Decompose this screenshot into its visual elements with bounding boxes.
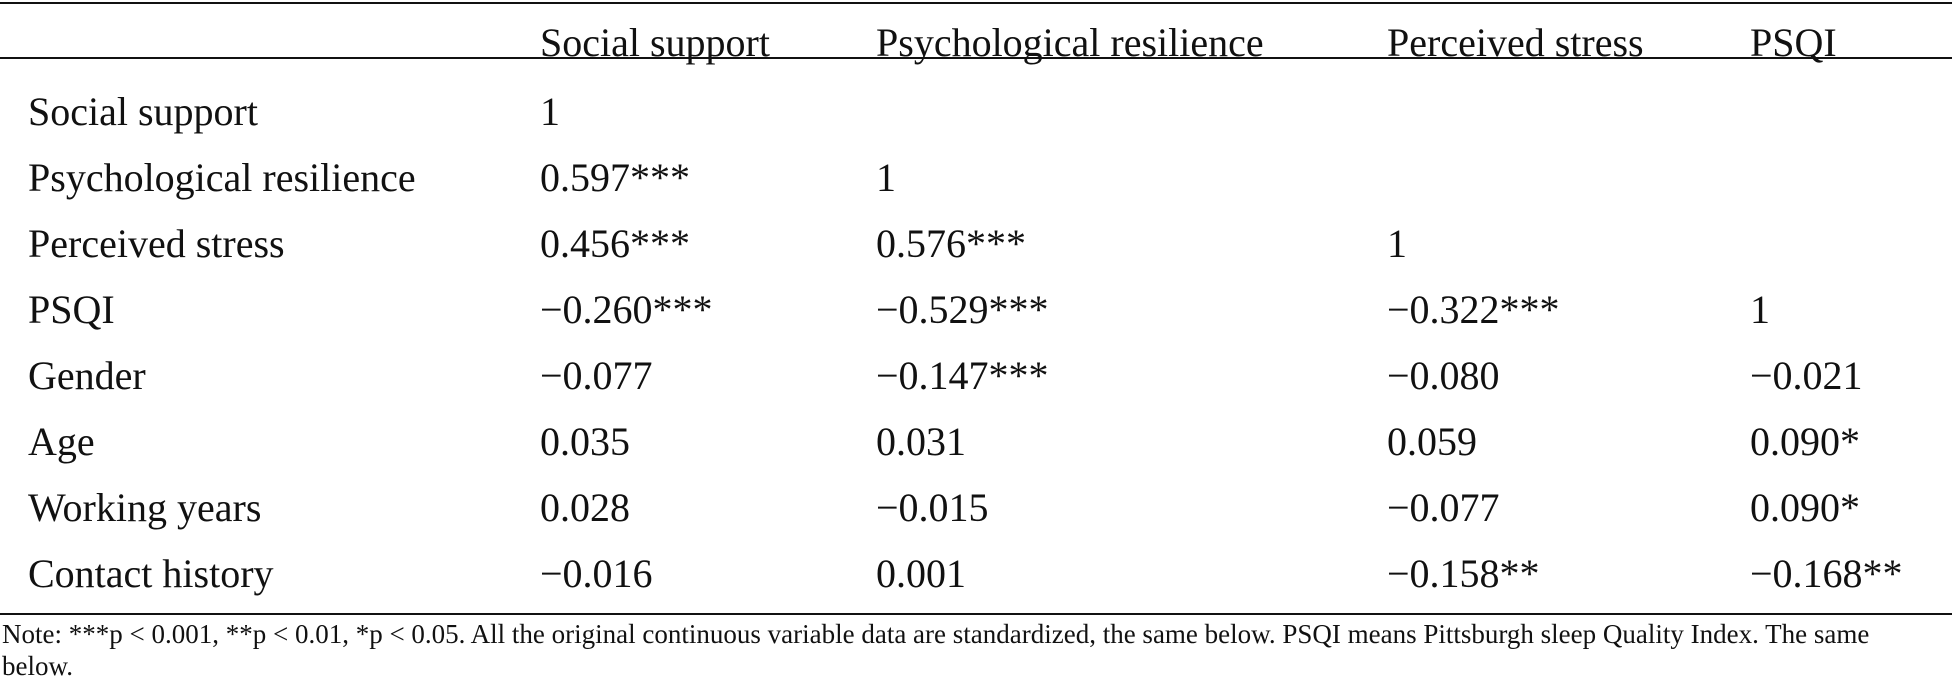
table-cell: −0.260*** xyxy=(540,287,713,332)
table-cell: −0.322*** xyxy=(1387,287,1560,332)
row-label: Working years xyxy=(28,485,262,530)
table-cell: −0.080 xyxy=(1387,353,1500,398)
table-header-row: Social support Psychological resilience … xyxy=(0,10,1952,76)
table-cell: 0.028 xyxy=(540,485,630,530)
row-label: Contact history xyxy=(28,551,274,596)
table-cell: −0.077 xyxy=(540,353,653,398)
table-cell: 0.597*** xyxy=(540,155,690,200)
row-label: Psychological resilience xyxy=(28,155,416,200)
table-row: PSQI −0.260*** −0.529*** −0.322*** 1 xyxy=(0,277,1952,343)
table-note: Note: ***p < 0.001, **p < 0.01, *p < 0.0… xyxy=(2,619,1870,681)
table-row: Working years 0.028 −0.015 −0.077 0.090* xyxy=(0,475,1952,541)
table-cell: −0.147*** xyxy=(876,353,1049,398)
table-cell: −0.168** xyxy=(1750,551,1903,596)
table-bottom-rule xyxy=(0,613,1952,615)
table-row: Social support 1 xyxy=(0,79,1952,145)
table-cell: 0.090* xyxy=(1750,419,1860,464)
table-cell: −0.021 xyxy=(1750,353,1863,398)
header-cell-social-support: Social support xyxy=(540,20,770,65)
row-label: Perceived stress xyxy=(28,221,285,266)
table-cell: 0.001 xyxy=(876,551,966,596)
table-cell: 0.035 xyxy=(540,419,630,464)
table-cell: 1 xyxy=(876,155,896,200)
table-cell: −0.016 xyxy=(540,551,653,596)
row-label: Social support xyxy=(28,89,258,134)
table-cell: −0.529*** xyxy=(876,287,1049,332)
row-label: Gender xyxy=(28,353,146,398)
table-row: Contact history −0.016 0.001 −0.158** −0… xyxy=(0,541,1952,607)
table-cell: −0.015 xyxy=(876,485,989,530)
table-row: Gender −0.077 −0.147*** −0.080 −0.021 xyxy=(0,343,1952,409)
row-label: PSQI xyxy=(28,287,115,332)
table-cell: 0.059 xyxy=(1387,419,1477,464)
table-cell: 0.456*** xyxy=(540,221,690,266)
table-header-rule xyxy=(0,57,1952,59)
table-cell: −0.158** xyxy=(1387,551,1540,596)
table-cell: 0.090* xyxy=(1750,485,1860,530)
table-row: Age 0.035 0.031 0.059 0.090* xyxy=(0,409,1952,475)
table-cell: 1 xyxy=(1387,221,1407,266)
table-cell: 1 xyxy=(1750,287,1770,332)
table-row: Psychological resilience 0.597*** 1 xyxy=(0,145,1952,211)
table-cell: −0.077 xyxy=(1387,485,1500,530)
header-cell-psqi: PSQI xyxy=(1750,20,1837,65)
header-cell-psychological-resilience: Psychological resilience xyxy=(876,20,1264,65)
row-label: Age xyxy=(28,419,95,464)
header-cell-perceived-stress: Perceived stress xyxy=(1387,20,1644,65)
table-row: Perceived stress 0.456*** 0.576*** 1 xyxy=(0,211,1952,277)
table-top-rule xyxy=(0,2,1952,4)
table-cell: 0.031 xyxy=(876,419,966,464)
table-cell: 0.576*** xyxy=(876,221,1026,266)
table-cell: 1 xyxy=(540,89,560,134)
